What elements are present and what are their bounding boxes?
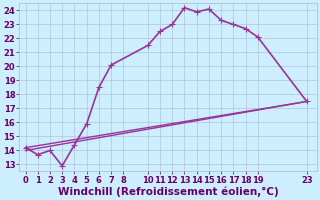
X-axis label: Windchill (Refroidissement éolien,°C): Windchill (Refroidissement éolien,°C) [58, 186, 278, 197]
